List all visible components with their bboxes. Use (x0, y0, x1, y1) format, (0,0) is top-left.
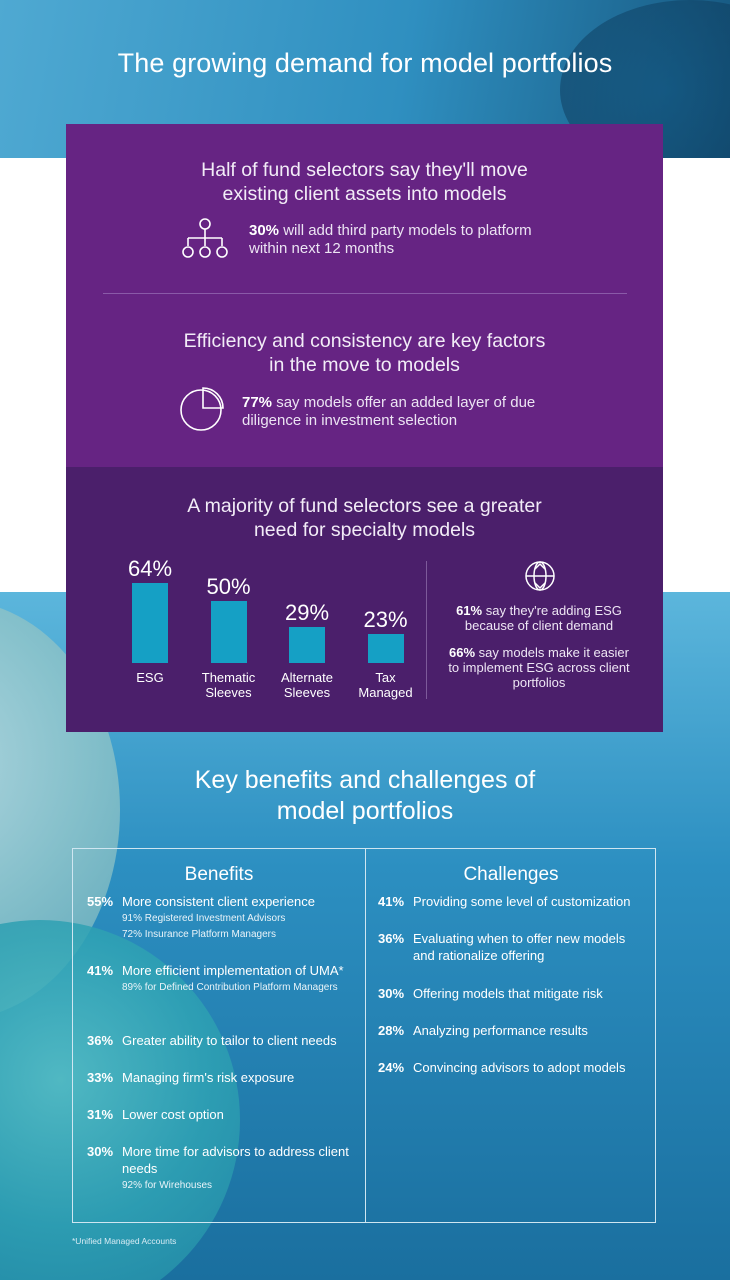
benefits-title: Key benefits and challenges of model por… (0, 765, 730, 827)
section2-heading: Efficiency and consistency are key facto… (66, 329, 663, 377)
challenge-text: Offering models that mitigate risk (413, 986, 603, 1001)
challenge-text: Convincing advisors to adopt models (413, 1060, 626, 1075)
benefit-text: Greater ability to tailor to client need… (122, 1033, 337, 1048)
bar (289, 626, 325, 663)
benefit-percent: 31% (87, 1107, 114, 1122)
bar (367, 634, 404, 663)
benefit-text: Managing firm's risk exposure (122, 1070, 295, 1085)
challenge-text: Analyzing performance results (413, 1023, 588, 1038)
column-divider (365, 849, 366, 1222)
stat-text: will add third party models to platform (279, 222, 532, 239)
heading-line: Half of fund selectors say they'll move (201, 159, 528, 181)
bar-category-label: Alternate Sleeves (280, 670, 334, 700)
note-text: portfolios (512, 675, 566, 690)
globe-icon (525, 561, 555, 591)
note-text: to implement ESG across client (448, 660, 630, 675)
section1-stat: 30% will add third party models to platf… (249, 222, 532, 258)
challenge-percent: 28% (378, 1023, 405, 1038)
bar-value-label: 50% (206, 573, 251, 599)
footnote: *Unified Managed Accounts (72, 1236, 177, 1246)
benefit-subtext: 89% for Defined Contribution Platform Ma… (122, 982, 338, 993)
benefit-percent: 30% (87, 1144, 114, 1159)
divider (426, 561, 427, 699)
challenge-percent: 41% (378, 894, 405, 909)
stat-text: say models offer an added layer of due (272, 394, 536, 411)
benefit-percent: 41% (87, 963, 114, 978)
challenge-percent: 30% (378, 986, 405, 1001)
bar (132, 583, 168, 663)
heading-line: in the move to models (269, 354, 460, 376)
title-line: model portfolios (276, 797, 454, 825)
heading-line: Efficiency and consistency are key facto… (183, 330, 546, 352)
bar (210, 600, 247, 663)
stat-text: diligence in investment selection (242, 412, 458, 429)
benefit-text: More consistent client experience (122, 894, 315, 909)
stats-panel: Half of fund selectors say they'll move … (66, 124, 663, 467)
heading-line: existing client assets into models (222, 183, 507, 205)
bar-value-label: 29% (284, 599, 330, 625)
divider (103, 293, 627, 294)
benefit-text: Lower cost option (122, 1107, 224, 1122)
heading-line: need for specialty models (253, 519, 476, 541)
note-text: say they're adding ESG (482, 603, 622, 618)
benefit-percent: 33% (87, 1070, 114, 1085)
note-percent: 66% (449, 645, 476, 660)
benefit-subtext: 92% for Wirehouses (122, 1180, 213, 1191)
challenges-heading: Challenges (463, 864, 559, 885)
challenge-percent: 36% (378, 931, 405, 946)
challenge-text: Providing some level of customization (413, 894, 631, 909)
benefit-percent: 55% (87, 894, 114, 909)
benefit-subtext: 91% Registered Investment Advisors (122, 913, 286, 924)
benefit-percent: 36% (87, 1033, 114, 1048)
benefit-text: More efficient implementation of UMA* (122, 963, 344, 978)
section1-heading: Half of fund selectors say they'll move … (66, 158, 663, 206)
stat-text: within next 12 months (249, 240, 395, 257)
benefit-text: More time for advisors to address client… (122, 1144, 349, 1176)
note-percent: 61% (456, 603, 483, 618)
benefits-challenges-box: Benefits Challenges 55% More consistent c… (72, 848, 656, 1223)
challenge-text: Evaluating when to offer new models and … (413, 931, 626, 963)
challenge-percent: 24% (378, 1060, 405, 1075)
note-text: say models make it easier (475, 645, 629, 660)
section2-stat: 77% say models offer an added layer of d… (242, 394, 535, 430)
esg-note-2: 66% say models make it easier to impleme… (434, 645, 644, 690)
esg-note-1: 61% say they're adding ESG because of cl… (434, 603, 644, 633)
stat-percent: 30% (249, 222, 280, 239)
note-text: because of client demand (464, 618, 614, 633)
benefits-heading: Benefits (184, 864, 254, 885)
section3-heading: A majority of fund selectors see a great… (66, 494, 663, 542)
bar-chart: 64% ESG 50% Thematic Sleeves 29% Alternate Slee… (110, 556, 420, 713)
benefit-subtext: 72% Insurance Platform Managers (122, 929, 276, 940)
page-title: The growing demand for model portfolios (117, 48, 613, 78)
title-line: Key benefits and challenges of (194, 766, 536, 794)
bar-value-label: 64% (127, 556, 173, 581)
specialty-models-panel: A majority of fund selectors see a great… (66, 467, 663, 732)
bar-category-label: ESG (136, 670, 164, 685)
bar-category-label: Tax Managed (358, 670, 413, 700)
bar-value-label: 23% (363, 607, 408, 633)
hierarchy-icon (182, 218, 228, 258)
bar-category-label: Thematic Sleeves (201, 670, 256, 700)
pie-chart-icon (180, 387, 224, 431)
heading-line: A majority of fund selectors see a great… (187, 495, 542, 517)
stat-percent: 77% (242, 394, 273, 411)
